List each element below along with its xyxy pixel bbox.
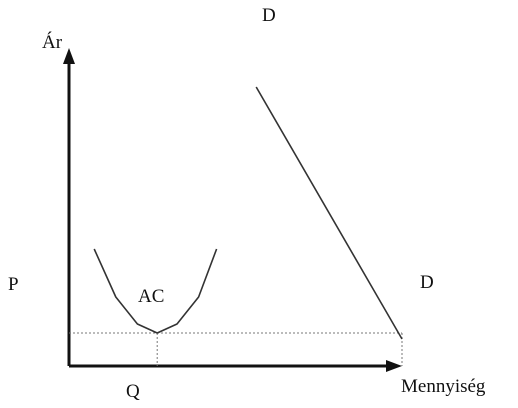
x-axis-arrowhead [386, 360, 402, 372]
price-label: P [8, 274, 19, 295]
demand-label-top: D [262, 5, 276, 26]
series-line-ac [93, 248, 218, 334]
y-axis-label: Ár [42, 31, 63, 53]
series-line-d [255, 86, 403, 340]
quantity-label: Q [126, 381, 140, 402]
ac-label: AC [138, 286, 164, 307]
x-axis-label: Mennyiség [401, 376, 486, 397]
demand-label-bottom: D [420, 272, 434, 293]
curves [93, 86, 403, 340]
y-axis-arrowhead [63, 48, 75, 64]
guide-lines [69, 332, 403, 366]
